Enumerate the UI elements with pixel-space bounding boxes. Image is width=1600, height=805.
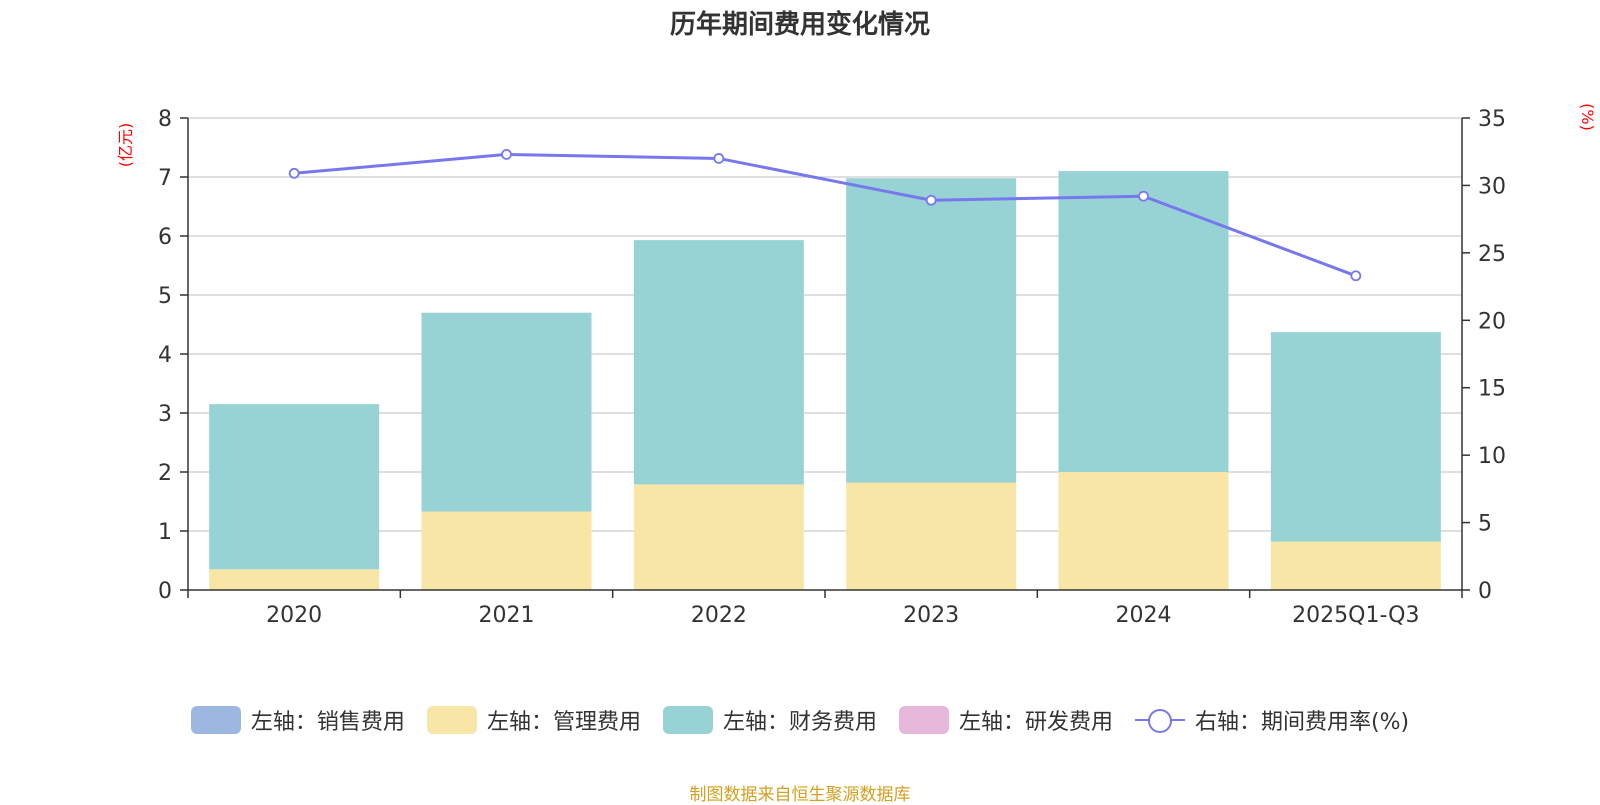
- x-axis-label: 2022: [691, 603, 747, 628]
- legend-swatch-finance: [662, 706, 713, 734]
- line-series: [288, 149, 1362, 282]
- bar-segment: [421, 511, 592, 590]
- left-axis-tick-label: 1: [158, 520, 172, 545]
- left-axis-tick-label: 6: [158, 225, 172, 250]
- legend-label-admin: 左轴：管理费用: [486, 710, 641, 735]
- right-axis-tick-label: 25: [1478, 242, 1506, 267]
- x-axis-label: 2025Q1-Q3: [1292, 603, 1419, 628]
- x-axis-label: 2024: [1116, 603, 1172, 628]
- bar-segment: [1270, 332, 1441, 542]
- expense-rate-point: [713, 153, 725, 164]
- expense-rate-point: [1350, 270, 1362, 282]
- right-axis-unit: (%): [1578, 103, 1597, 131]
- bar-segment: [421, 312, 592, 512]
- right-axis-tick-label: 30: [1478, 174, 1506, 199]
- left-axis-unit: (亿元): [116, 123, 135, 168]
- legend-item-admin[interactable]: 左轴：管理费用: [426, 704, 641, 736]
- data-source-note: 制图数据来自恒生聚源数据库: [689, 785, 911, 805]
- bar-segment: [633, 484, 804, 590]
- expense-rate-point: [288, 167, 300, 179]
- bar-series: [209, 171, 1441, 590]
- bar-segment: [1058, 472, 1229, 590]
- right-axis-tick-label: 15: [1478, 377, 1506, 402]
- right-axis-tick-label: 0: [1478, 579, 1492, 604]
- bar-segment: [1058, 171, 1229, 472]
- left-axis-tick-label: 7: [158, 166, 172, 191]
- bar-segment: [1270, 541, 1441, 590]
- left-axis-tick-label: 4: [158, 343, 172, 368]
- bar-segment: [633, 240, 804, 485]
- left-axis-tick-label: 2: [158, 461, 172, 486]
- left-axis-tick-label: 3: [158, 402, 172, 427]
- legend-swatch-rnd: [898, 706, 949, 734]
- expense-rate-point: [501, 149, 512, 160]
- expense-rate-line: [294, 152, 1357, 278]
- chart-canvas: 0 1 2 3 4 5 6 7 8 0 5 10 15 20 25 30 35 2020 2021 2022 2023 2…: [116, 103, 1597, 628]
- left-axis-tick-label: 0: [158, 579, 172, 604]
- expense-rate-point: [1138, 190, 1149, 202]
- bar-segment: [209, 404, 380, 570]
- axes: 0 1 2 3 4 5 6 7 8 0 5 10 15 20 25 30 35 2020 2021 2022 2023 2…: [158, 107, 1506, 628]
- legend-item-finance[interactable]: 左轴：财务费用: [662, 704, 877, 736]
- right-axis-tick-label: 35: [1478, 107, 1506, 132]
- legend-label-sales: 左轴：销售费用: [250, 710, 405, 735]
- legend-item-expense-rate[interactable]: 右轴：期间费用率(%): [1134, 704, 1410, 736]
- legend-label-finance: 左轴：财务费用: [722, 710, 877, 735]
- legend-swatch-sales: [190, 706, 241, 734]
- legend-label-rnd: 左轴：研发费用: [958, 710, 1113, 735]
- x-axis-label: 2021: [479, 603, 535, 628]
- legend-item-rnd[interactable]: 左轴：研发费用: [898, 704, 1113, 736]
- legend-label-expense-rate: 右轴：期间费用率(%): [1194, 710, 1410, 735]
- expense-rate-point: [925, 194, 937, 206]
- x-axis-label: 2023: [903, 603, 959, 628]
- legend-item-sales[interactable]: 左轴：销售费用: [190, 704, 405, 736]
- right-axis-tick-label: 10: [1478, 444, 1506, 469]
- left-axis-tick-label: 5: [158, 284, 172, 309]
- grid-lines: [188, 117, 1462, 532]
- right-axis-tick-label: 20: [1478, 309, 1506, 334]
- left-axis-tick-label: 8: [158, 107, 172, 132]
- bar-segment: [846, 178, 1017, 483]
- legend: 左轴：销售费用 左轴：管理费用 左轴：财务费用 左轴：研发费用 右轴：期间费用率…: [0, 704, 1600, 736]
- legend-swatch-admin: [426, 706, 477, 734]
- bar-segment: [846, 482, 1017, 590]
- bar-segment: [209, 569, 380, 590]
- legend-swatch-expense-rate: [1134, 706, 1185, 734]
- chart-title: 历年期间费用变化情况: [669, 10, 930, 40]
- x-axis-label: 2020: [266, 603, 322, 628]
- right-axis-tick-label: 5: [1478, 512, 1492, 537]
